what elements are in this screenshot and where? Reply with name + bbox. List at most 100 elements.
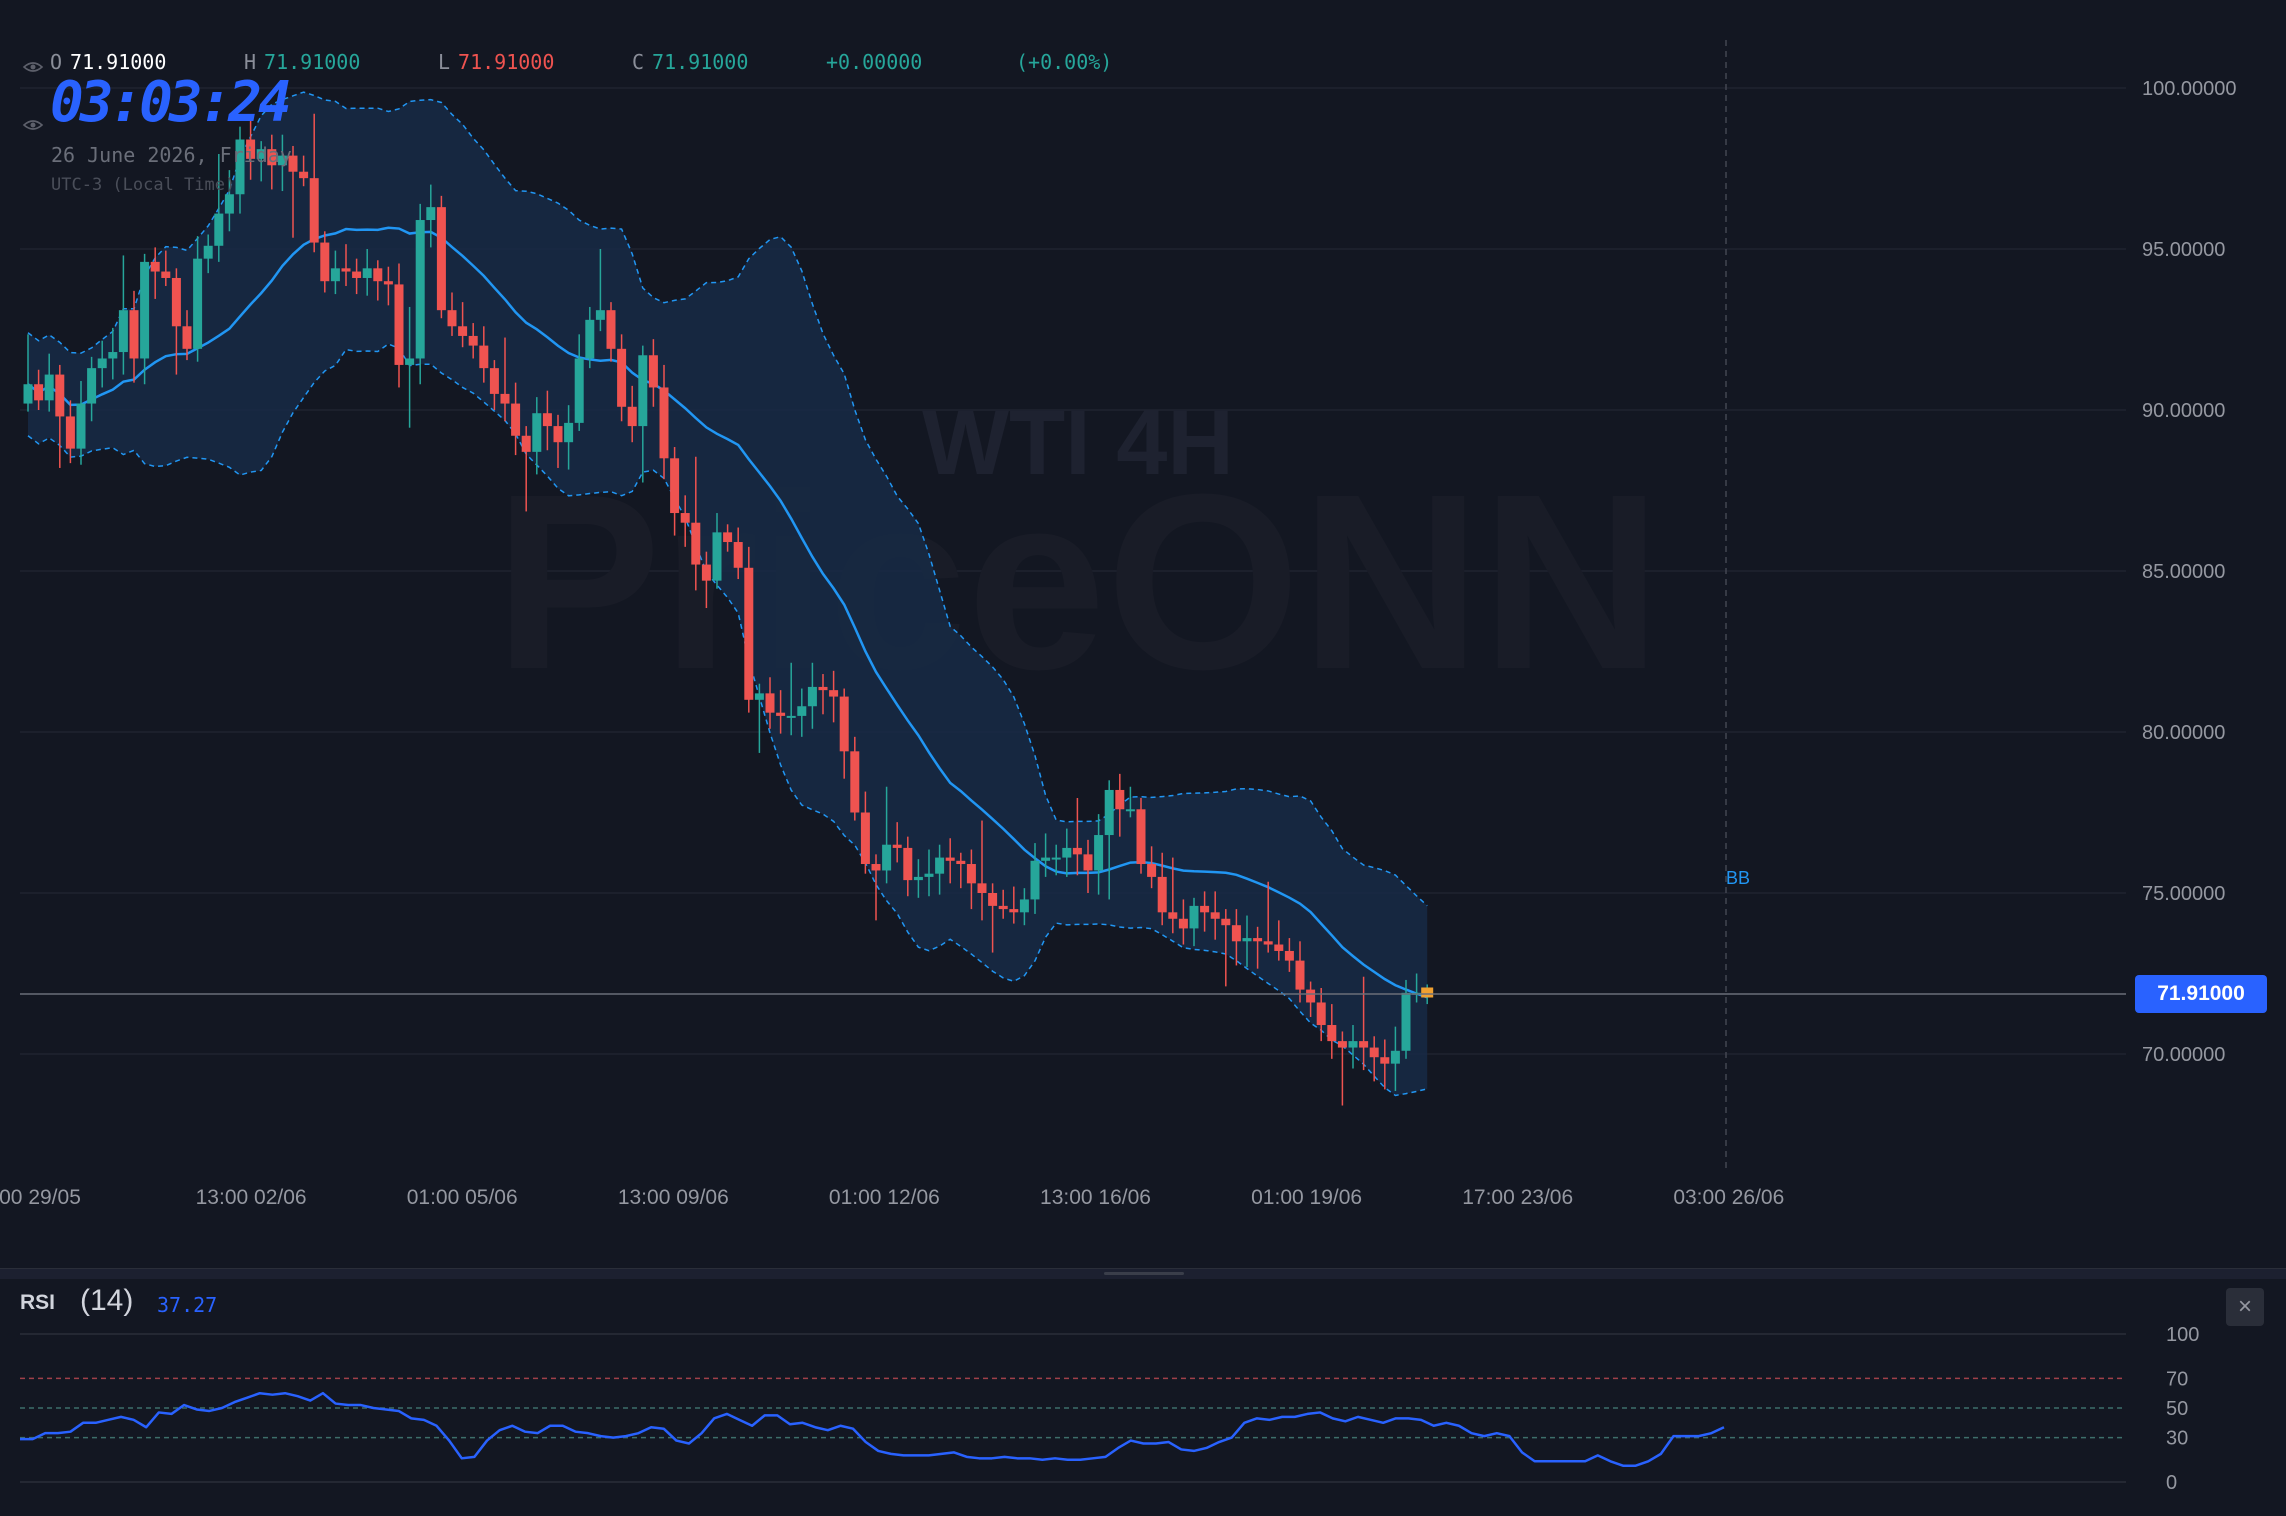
candle-body: [362, 268, 372, 278]
candle: [65, 400, 75, 464]
candle: [415, 203, 425, 385]
candle: [1115, 773, 1125, 837]
candle: [1009, 886, 1019, 924]
candle: [712, 513, 722, 589]
candle-body: [309, 178, 319, 243]
candle-body: [44, 374, 54, 401]
candle-body: [1348, 1041, 1358, 1048]
candle-body: [1147, 864, 1157, 877]
candle-body: [1231, 925, 1241, 942]
rsi-tick-label: 0: [2166, 1472, 2177, 1494]
candle: [606, 302, 616, 362]
resize-handle[interactable]: [1104, 1272, 1184, 1275]
low-label: L: [438, 50, 451, 74]
candle: [330, 250, 340, 295]
candle: [224, 170, 234, 232]
candle: [1157, 852, 1167, 926]
candle-body: [55, 374, 65, 417]
candle-body: [966, 864, 976, 884]
candle-body: [956, 860, 966, 865]
candle: [1348, 1025, 1358, 1069]
candle: [744, 546, 754, 713]
candle-body: [373, 268, 383, 282]
candle-body: [129, 310, 139, 359]
candle-body: [426, 207, 436, 221]
candle-body: [235, 139, 245, 195]
high-value: 71.91000: [264, 50, 361, 74]
price-chart[interactable]: WTI 4H PriceONN 100.0000095.0000090.0000…: [0, 0, 2286, 1260]
rsi-tick-label: 30: [2166, 1428, 2188, 1450]
rsi-chart[interactable]: 100 70 50 30 0: [0, 1278, 2286, 1516]
candle-body: [882, 844, 892, 871]
candle: [76, 381, 86, 465]
clock-date: 26 June 2026, Friday: [51, 143, 292, 167]
candle-body: [1242, 938, 1252, 942]
candle-body: [1072, 847, 1082, 855]
candle: [850, 736, 860, 821]
candle: [627, 385, 637, 443]
candle-body: [913, 876, 923, 881]
candle-body: [542, 413, 552, 427]
candle: [892, 822, 902, 863]
eye-icon[interactable]: [22, 114, 44, 136]
y-tick-label: 90.00000: [2142, 400, 2225, 422]
candle: [956, 852, 966, 889]
candle: [1284, 938, 1294, 972]
candle-body: [1210, 912, 1220, 919]
candle-body: [1221, 918, 1231, 926]
pane-divider[interactable]: [0, 1268, 2286, 1279]
candle: [426, 184, 436, 248]
y-tick-label: 75.00000: [2142, 883, 2225, 905]
band-middle: [27, 226, 1428, 999]
candle-body: [383, 281, 393, 285]
candle: [479, 326, 489, 383]
candle-body: [818, 686, 828, 691]
candle: [150, 247, 160, 299]
candle: [1147, 846, 1157, 889]
candle: [1210, 891, 1220, 940]
candle-body: [108, 352, 118, 359]
close-icon[interactable]: ×: [2226, 1288, 2264, 1326]
candle: [1125, 786, 1135, 818]
candle: [1253, 926, 1263, 969]
candle-body: [691, 522, 701, 565]
candle: [1041, 833, 1051, 877]
candle: [1062, 828, 1072, 877]
candle: [193, 236, 203, 362]
candle: [1083, 839, 1093, 893]
candle: [574, 334, 584, 431]
candle: [1390, 1026, 1400, 1092]
candle-body: [394, 284, 404, 365]
candle-body: [712, 532, 722, 581]
candle-body: [150, 261, 160, 272]
candle-body: [1200, 905, 1210, 913]
candle: [97, 340, 107, 388]
candle: [797, 688, 807, 737]
candle-body: [1083, 854, 1093, 871]
candle: [256, 141, 266, 182]
candle: [55, 364, 65, 468]
candle-body: [595, 310, 605, 320]
candle-body: [352, 271, 362, 278]
eye-icon[interactable]: [22, 56, 44, 78]
candle: [44, 353, 54, 412]
candle: [532, 397, 542, 475]
x-tick-label: 13:00 02/06: [196, 1186, 307, 1209]
candle-body: [744, 567, 754, 700]
candle-body: [489, 368, 499, 394]
close-value: 71.91000: [652, 50, 749, 74]
candle-body: [786, 715, 796, 718]
bb-label: BB: [1726, 868, 1750, 888]
candle-body: [1306, 989, 1316, 1003]
candle-body: [659, 387, 669, 459]
rsi-period: (14): [80, 1284, 134, 1317]
rsi-title: RSI: [20, 1291, 56, 1314]
candle: [171, 268, 181, 375]
candle-body: [924, 873, 934, 877]
candle-body: [500, 393, 510, 404]
open-label: O: [50, 50, 63, 74]
candle: [1094, 814, 1104, 895]
candle: [818, 674, 828, 715]
candle: [829, 670, 839, 723]
candle: [1263, 881, 1273, 953]
